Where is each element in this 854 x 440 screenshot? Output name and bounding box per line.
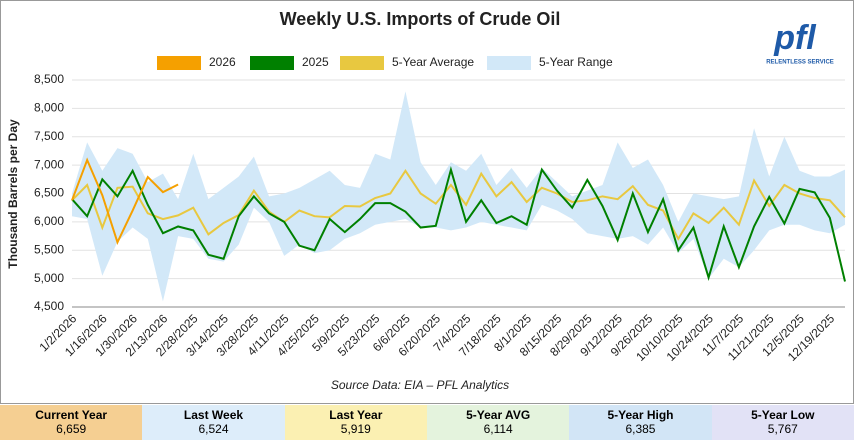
summary-label: Current Year — [35, 408, 108, 422]
summary-table: Current Year 6,659 Last Week 6,524 Last Year… — [0, 405, 854, 440]
summary-value: 6,524 — [198, 422, 229, 436]
y-tick-label: 5,000 — [34, 271, 64, 285]
y-tick-label: 7,500 — [34, 129, 64, 143]
logo-tagline: RELENTLESS SERVICE — [766, 60, 834, 66]
summary-label: 5-Year AVG — [466, 408, 531, 422]
y-axis-label: Thousand Barrels per Day — [6, 119, 20, 269]
summary-label: 5-Year High — [607, 408, 674, 422]
series-line — [71, 165, 846, 282]
summary-value: 5,767 — [767, 422, 798, 436]
y-tick-label: 8,500 — [34, 72, 64, 86]
summary-cell: Last Year 5,919 — [284, 405, 427, 440]
summary-cell: Current Year 6,659 — [0, 405, 143, 440]
legend-label: 2025 — [302, 55, 329, 69]
chart-title: Weekly U.S. Imports of Crude Oil — [280, 9, 561, 29]
legend-label: 2026 — [209, 55, 236, 69]
y-tick-label: 6,500 — [34, 186, 64, 200]
y-tick-label: 4,500 — [34, 299, 64, 313]
chart: Weekly U.S. Imports of Crude Oil pfl REL… — [0, 0, 854, 404]
summary-label: Last Year — [329, 408, 383, 422]
legend-label: 5-Year Range — [539, 55, 613, 69]
legend-swatch — [340, 56, 384, 70]
legend-label: 5-Year Average — [392, 55, 474, 69]
y-tick-label: 6,000 — [34, 214, 64, 228]
logo: pfl — [773, 19, 817, 57]
series-line — [71, 157, 179, 246]
y-tick-label: 8,000 — [34, 101, 64, 115]
legend-swatch — [157, 56, 201, 70]
summary-cell: 5-Year High 6,385 — [569, 405, 712, 440]
summary-label: 5-Year Low — [751, 408, 815, 422]
summary-value: 6,659 — [56, 422, 87, 436]
legend-swatch — [250, 56, 294, 70]
summary-value: 6,114 — [483, 422, 513, 436]
summary-cell: Last Week 6,524 — [142, 405, 285, 440]
source: Source Data: EIA – PFL Analytics — [331, 378, 509, 392]
legend-swatch — [487, 56, 531, 70]
summary-cell: 5-Year Low 5,767 — [711, 405, 854, 440]
summary-value: 5,919 — [340, 422, 371, 436]
summary-value: 6,385 — [625, 422, 656, 436]
y-tick-label: 5,500 — [34, 242, 64, 256]
summary-cell: 5-Year AVG 6,114 — [426, 405, 570, 440]
y-tick-label: 7,000 — [34, 157, 64, 171]
summary-label: Last Week — [183, 408, 244, 422]
